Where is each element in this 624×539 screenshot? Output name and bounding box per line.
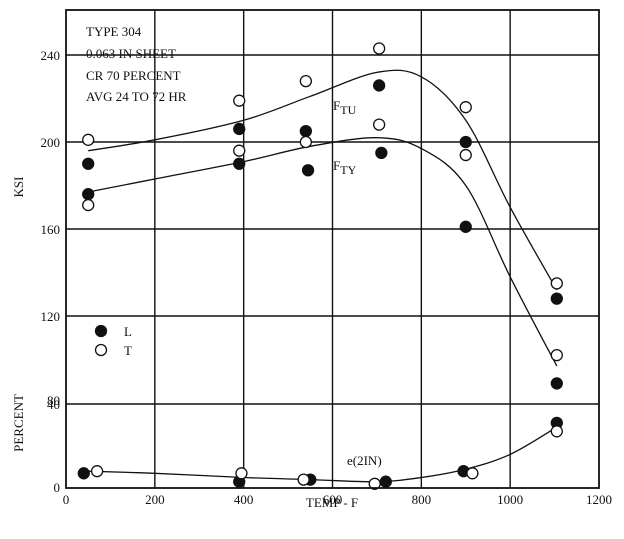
data-point-l (550, 292, 563, 305)
data-point-l (77, 467, 90, 480)
data-point-l (233, 157, 246, 170)
data-point-t (235, 467, 248, 480)
ksi-tick-label: 80 (47, 393, 60, 408)
percent-tick-label: 40 (47, 397, 60, 412)
data-point-l (550, 377, 563, 390)
data-point-t (90, 465, 104, 478)
annotation-line-3: CR 70 PERCENT (86, 68, 181, 83)
fty-curve-label: FTY (333, 158, 357, 177)
data-point-t (297, 473, 310, 486)
data-point-l (459, 135, 472, 149)
data-point-t (299, 135, 313, 149)
annotation-line-1: TYPE 304 (86, 24, 142, 39)
fit-curve-f-tu (88, 69, 558, 291)
data-point-t (368, 477, 381, 490)
x-tick-label: 800 (412, 492, 432, 507)
data-point-t (372, 118, 386, 131)
data-point-l (233, 122, 246, 136)
data-point-t (550, 277, 563, 290)
data-point-t (233, 94, 246, 107)
annotation-block: TYPE 304 0.063 IN SHEET CR 70 PERCENT AV… (86, 24, 187, 104)
ftu-label-main: F (333, 98, 340, 113)
plot-frame (65, 9, 600, 489)
data-point-t (82, 133, 95, 146)
data-point-l (372, 79, 386, 92)
data-markers (77, 42, 563, 490)
x-tick-label: 0 (63, 492, 70, 507)
data-point-l (82, 188, 95, 201)
data-point-l (82, 157, 95, 170)
ksi-tick-label: 240 (41, 48, 61, 63)
data-point-t (372, 42, 386, 55)
x-tick-label: 1200 (586, 492, 612, 507)
data-point-t (459, 101, 472, 114)
data-point-t (82, 198, 95, 212)
y-axis-title-percent: PERCENT (11, 394, 26, 452)
data-point-l (375, 146, 388, 160)
ksi-tick-label: 160 (41, 222, 61, 237)
data-point-t (550, 348, 563, 362)
fit-curve-e-2in- (88, 426, 558, 483)
x-tick-label: 1000 (497, 492, 523, 507)
annotation-line-4: AVG 24 TO 72 HR (86, 89, 187, 104)
fty-label-sub: TY (340, 163, 356, 177)
fty-label-main: F (333, 158, 340, 173)
elongation-curve-label: e(2IN) (347, 453, 382, 468)
legend-label-t: T (124, 343, 132, 358)
data-point-t (459, 148, 472, 162)
ksi-tick-label: 120 (41, 309, 61, 324)
legend-marker-filled (94, 324, 108, 338)
x-tick-label: 200 (145, 492, 165, 507)
data-point-l (379, 475, 392, 488)
data-point-t (466, 467, 479, 480)
ftu-label-sub: TU (340, 103, 356, 117)
grid-lines (66, 10, 599, 488)
annotation-line-2: 0.063 IN SHEET (86, 46, 176, 61)
x-tick-label: 600 (323, 492, 343, 507)
legend: L T (94, 324, 132, 358)
y-axis-title-ksi: KSI (11, 177, 26, 198)
data-point-l (301, 164, 315, 177)
legend-marker-open (94, 343, 108, 357)
ksi-tick-label: 200 (41, 135, 61, 150)
percent-tick-label: 0 (54, 480, 61, 495)
data-point-t (299, 74, 313, 88)
data-point-t (233, 144, 246, 157)
data-point-t (550, 425, 563, 438)
x-axis-title: TEMP - F (306, 495, 358, 510)
data-point-l (459, 220, 472, 233)
fit-curve-f-ty (88, 137, 558, 367)
fit-curves (88, 69, 558, 483)
data-point-l (299, 124, 313, 138)
x-tick-label: 400 (234, 492, 254, 507)
legend-label-l: L (124, 324, 132, 339)
ftu-curve-label: FTU (333, 98, 357, 117)
